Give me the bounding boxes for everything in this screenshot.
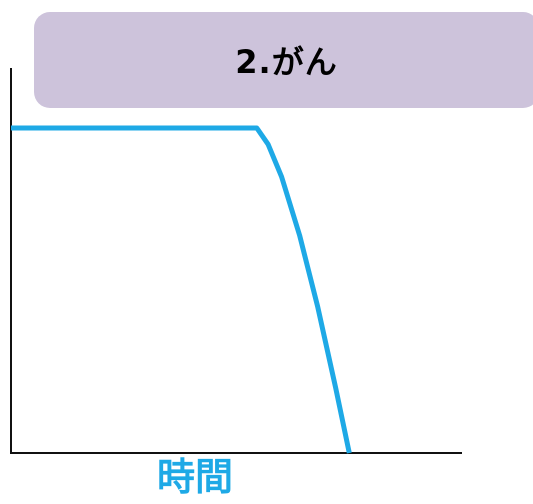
series-line-0 — [11, 128, 349, 453]
x-axis-label: 時間 — [150, 452, 240, 502]
series-layer — [11, 128, 349, 453]
